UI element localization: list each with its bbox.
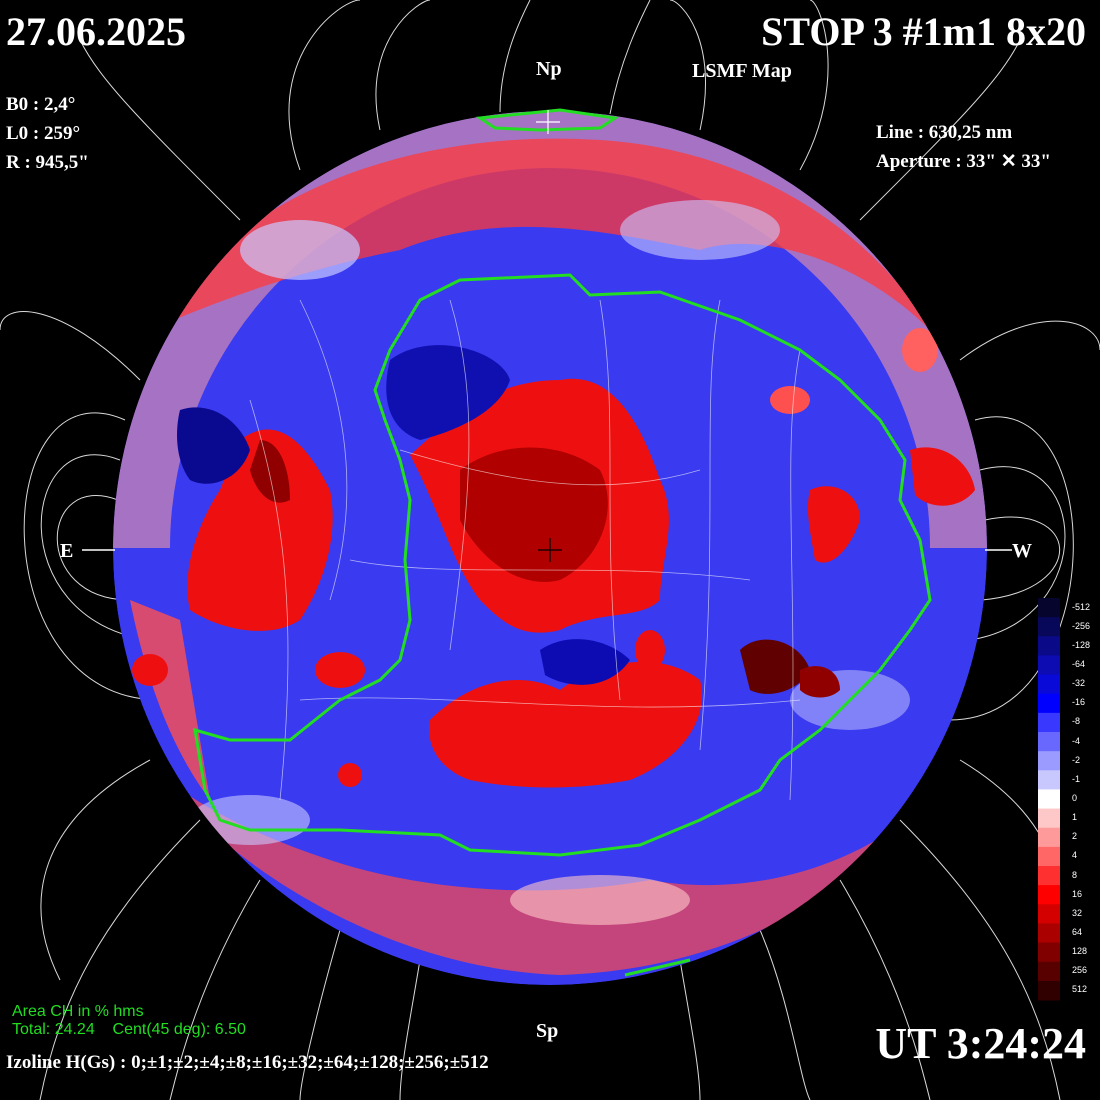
- colorbar-swatch: [1038, 674, 1060, 695]
- colorbar-label: -1: [1072, 773, 1081, 784]
- ch-total: Total: 24.24: [12, 1021, 95, 1038]
- ut-time: UT 3:24:24: [875, 1019, 1086, 1068]
- colorbar-label: -16: [1072, 697, 1086, 708]
- observation-date: 27.06.2025: [6, 9, 186, 54]
- colorbar-swatch: [1038, 942, 1060, 963]
- colorbar-swatch: [1038, 866, 1060, 886]
- colorbar-label: 16: [1072, 888, 1083, 899]
- colorbar-swatch: [1038, 636, 1060, 656]
- coronal-hole-boundary: [193, 108, 932, 977]
- colorbar-label: -8: [1072, 716, 1081, 727]
- colorbar-label: 128: [1072, 946, 1088, 957]
- colorbar-swatch: [1038, 598, 1060, 618]
- radius-value: R : 945,5": [6, 152, 89, 173]
- colorbar-swatch: [1038, 827, 1060, 848]
- east-label: E: [60, 540, 74, 562]
- colorbar-label: 4: [1072, 850, 1078, 861]
- colorbar-label: -256: [1072, 620, 1091, 631]
- colorbar-swatch: [1038, 732, 1060, 752]
- b0-value: B0 : 2,4°: [6, 94, 76, 115]
- coronal-hole-stats: Area CH in % hms Total: 24.24 Cent(45 de…: [12, 1003, 246, 1039]
- izoline-legend: Izoline H(Gs) : 0;±1;±2;±4;±8;±16;±32;±6…: [6, 1052, 489, 1073]
- ch-central: Cent(45 deg): 6.50: [112, 1021, 246, 1038]
- colorbar-label: 256: [1072, 965, 1088, 976]
- map-subtitle: LSMF Map: [692, 60, 792, 82]
- aperture-value: Aperture : 33" ✕ 33": [876, 151, 1051, 172]
- colorbar-swatch: [1038, 961, 1060, 982]
- colorbar-label: -128: [1072, 639, 1091, 650]
- colorbar-label: 8: [1072, 869, 1078, 880]
- colorbar-swatch: [1038, 885, 1060, 905]
- disk-center-marker: [538, 538, 562, 562]
- colorbar-label: -2: [1072, 754, 1081, 765]
- colorbar-swatch: [1038, 980, 1060, 1001]
- line-value: Line : 630,25 nm: [876, 122, 1013, 143]
- colorbar-swatch: [1038, 617, 1060, 637]
- colorbar-swatch: [1038, 751, 1060, 771]
- map-title: STOP 3 #1m1 8x20: [761, 9, 1086, 54]
- north-pole-label: Np: [536, 58, 562, 80]
- colorbar-label: 32: [1072, 907, 1083, 918]
- colorbar-label: 0: [1072, 793, 1078, 803]
- colorbar: [1038, 598, 1060, 1001]
- colorbar-label: -512: [1072, 601, 1091, 612]
- colorbar-swatch: [1038, 923, 1060, 944]
- north-pole-marker: [536, 110, 560, 134]
- colorbar-label: -32: [1072, 678, 1086, 689]
- colorbar-label: 1: [1072, 812, 1078, 823]
- colorbar-label: -64: [1072, 659, 1086, 669]
- south-pole-label: Sp: [536, 1020, 559, 1042]
- colorbar-label: 2: [1072, 831, 1078, 842]
- disk-parameters: B0 : 2,4° L0 : 259° R : 945,5": [6, 90, 89, 177]
- colorbar-swatch: [1038, 693, 1060, 714]
- west-label: W: [1012, 540, 1032, 562]
- colorbar-label: 512: [1072, 984, 1088, 995]
- colorbar-swatch: [1038, 655, 1060, 676]
- colorbar-swatch: [1038, 770, 1060, 790]
- colorbar-label: 64: [1072, 927, 1083, 937]
- l0-value: L0 : 259°: [6, 123, 81, 144]
- instrument-info: Line : 630,25 nm Aperture : 33" ✕ 33": [876, 118, 1051, 176]
- colorbar-label: -4: [1072, 735, 1081, 746]
- colorbar-swatch: [1038, 712, 1060, 733]
- colorbar-swatch: [1038, 904, 1060, 924]
- colorbar-swatch: [1038, 808, 1060, 829]
- colorbar-swatch: [1038, 846, 1060, 867]
- ch-heading: Area CH in % hms: [12, 1003, 144, 1020]
- colorbar-swatch: [1038, 789, 1060, 810]
